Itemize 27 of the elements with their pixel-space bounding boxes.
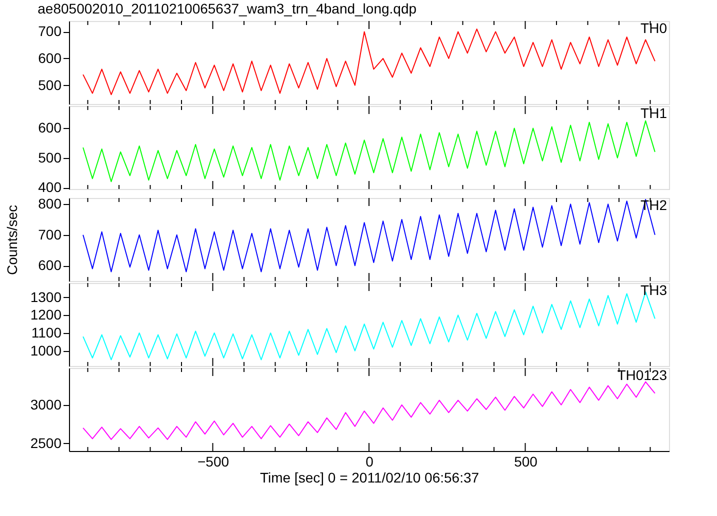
chart-title: ae805002010_20110210065637_wam3_trn_4band_long.qdp bbox=[38, 0, 417, 16]
y-tick-label: 700 bbox=[38, 23, 62, 40]
x-axis-title: Time [sec] 0 = 2011/02/10 06:56:37 bbox=[260, 470, 480, 486]
line-series bbox=[82, 120, 656, 182]
y-tick-label: 600 bbox=[38, 257, 62, 274]
y-tick-label: 600 bbox=[38, 50, 62, 66]
series-label: TH3 bbox=[640, 282, 668, 298]
y-tick-label: 700 bbox=[38, 226, 62, 242]
x-tick-label: −500 bbox=[197, 454, 230, 470]
series-label: TH0 bbox=[640, 20, 668, 36]
x-tick-label: 500 bbox=[514, 454, 538, 470]
x-tick-label: 0 bbox=[366, 454, 374, 470]
y-axis-title: Counts/sec bbox=[4, 204, 20, 276]
y-tick-label: 1200 bbox=[30, 306, 62, 323]
y-tick-label: 500 bbox=[38, 149, 62, 166]
y-tick-label: 1100 bbox=[31, 324, 62, 340]
line-series bbox=[82, 381, 656, 440]
series-label: TH0123 bbox=[617, 367, 668, 383]
y-tick-label: 1300 bbox=[30, 288, 62, 305]
y-tick-label: 800 bbox=[38, 196, 62, 212]
y-tick-label: 600 bbox=[38, 120, 62, 136]
y-tick-label: 500 bbox=[38, 76, 62, 93]
y-tick-label: 1000 bbox=[30, 342, 62, 358]
series-label: TH1 bbox=[640, 105, 668, 121]
y-tick-label: 3000 bbox=[30, 396, 62, 412]
y-tick-label: 400 bbox=[38, 179, 62, 196]
y-tick-label: 2500 bbox=[30, 434, 62, 451]
